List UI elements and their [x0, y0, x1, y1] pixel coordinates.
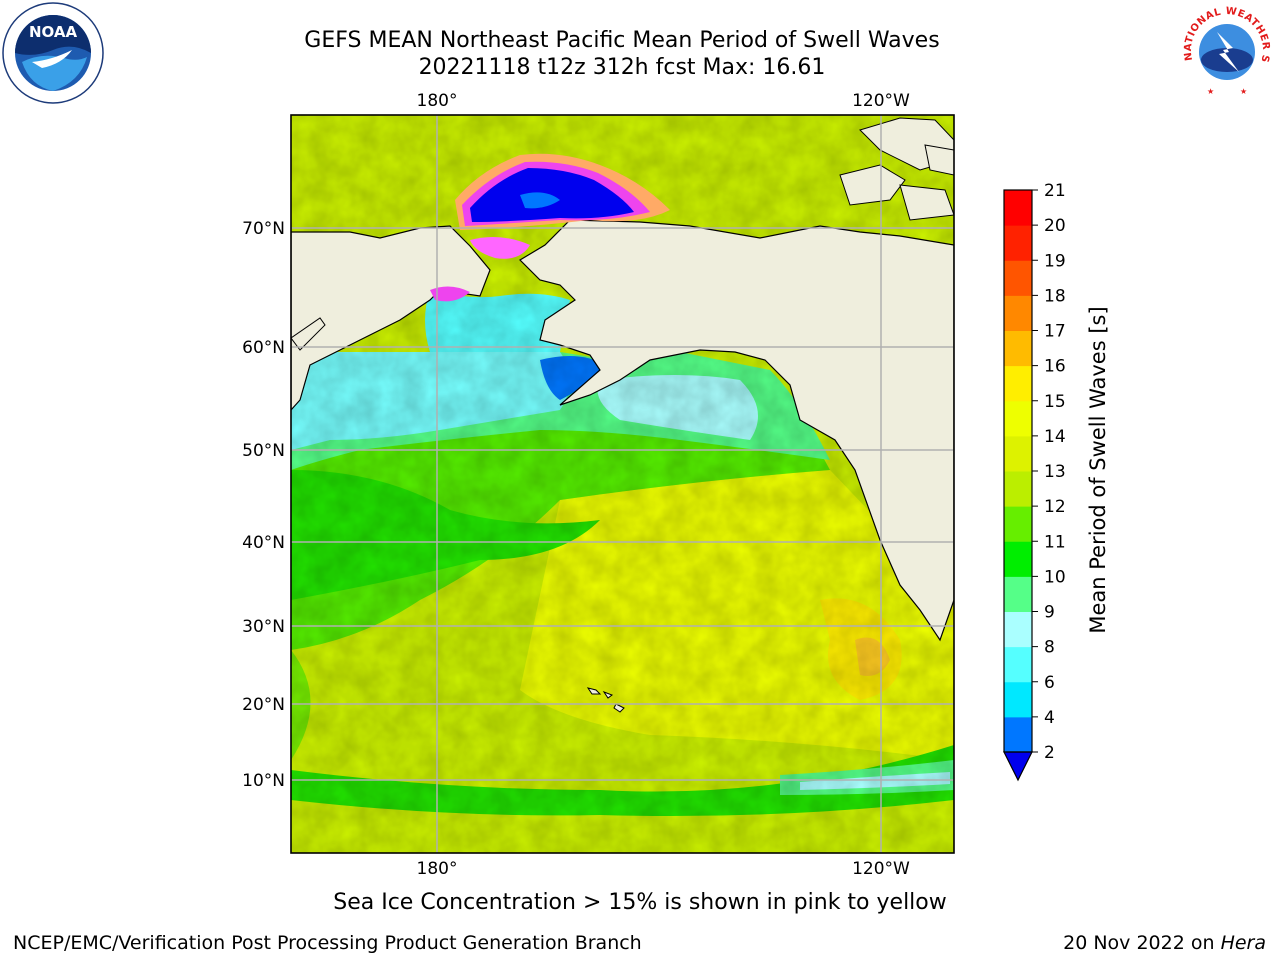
- footer-host: Hera: [1220, 932, 1266, 954]
- colorbar-segment: [1004, 541, 1032, 577]
- lat-label-30n: 30°N: [242, 617, 285, 637]
- colorbar-tick-label: 18: [1044, 286, 1066, 306]
- colorbar-segment: [1004, 295, 1032, 331]
- svg-text:★: ★: [1240, 87, 1247, 96]
- map-frame: [290, 114, 955, 854]
- colorbar-tick-label: 9: [1044, 603, 1055, 623]
- hawaii-islands: [586, 687, 625, 713]
- colorbar-tick-label: 12: [1044, 497, 1066, 517]
- colorbar-segment: [1004, 435, 1032, 472]
- footer-date: 20 Nov 2022 on Hera: [1063, 932, 1266, 954]
- colorbar-under-triangle: [1003, 751, 1033, 782]
- colorbar-title: Mean Period of Swell Waves [s]: [1086, 306, 1110, 633]
- lat-label-60n: 60°N: [242, 338, 285, 358]
- chart-title: GEFS MEAN Northeast Pacific Mean Period …: [304, 28, 940, 53]
- colorbar-tick-label: 4: [1044, 708, 1055, 728]
- lat-label-20n: 20°N: [242, 695, 285, 715]
- colorbar-segment: [1004, 576, 1032, 612]
- lat-label-50n: 50°N: [242, 441, 285, 461]
- colorbar-tick-label: 11: [1044, 532, 1066, 552]
- colorbar-segment: [1004, 646, 1032, 683]
- arctic-low-period: [470, 168, 634, 222]
- colorbar-segment: [1004, 330, 1032, 367]
- lon-label-bottom-120w: 120°W: [852, 859, 910, 879]
- colorbar-segment: [1004, 681, 1032, 718]
- colorbar-tick-label: 2: [1044, 743, 1055, 763]
- colorbar-tick-label: 14: [1044, 427, 1066, 447]
- colorbar-tick-label: 19: [1044, 251, 1066, 271]
- lat-label-70n: 70°N: [242, 219, 285, 239]
- north-america-landmass: [519, 219, 954, 642]
- footer-credit: NCEP/EMC/Verification Post Processing Pr…: [13, 932, 642, 954]
- noaa-logo-text: NOAA: [29, 23, 78, 41]
- sea-ice-note: Sea Ice Concentration > 15% is shown in …: [333, 890, 947, 915]
- colorbar-tick-label: 21: [1044, 181, 1066, 201]
- colorbar-tick-label: 10: [1044, 567, 1066, 587]
- colorbar-segment: [1004, 400, 1032, 437]
- nws-logo-icon: NATIONAL WEATHER SERVICE ★ ★: [1177, 2, 1276, 101]
- lon-label-bottom-180: 180°: [417, 859, 458, 879]
- colorbar-segment: [1004, 260, 1032, 296]
- lat-label-10n: 10°N: [242, 771, 285, 791]
- noaa-logo-icon: NOAA: [2, 2, 104, 104]
- colorbar-tick-label: 17: [1044, 322, 1066, 342]
- map-field: [291, 115, 954, 853]
- colorbar-segment: [1004, 716, 1032, 753]
- colorbar-segment: [1004, 365, 1032, 402]
- colorbar-tick-label: 20: [1044, 216, 1066, 236]
- footer-date-text: 20 Nov 2022 on: [1063, 932, 1215, 954]
- colorbar-tick-label: 15: [1044, 392, 1066, 412]
- colorbar-segment: [1004, 190, 1032, 226]
- chart-subtitle: 20221118 t12z 312h fcst Max: 16.61: [418, 55, 826, 80]
- colorbar-segment: [1004, 225, 1032, 261]
- colorbar-tick-label: 8: [1044, 638, 1055, 658]
- map-gridlines: [291, 115, 954, 853]
- colorbar-segment: [1004, 611, 1032, 648]
- colorbar-segment: [1004, 471, 1032, 507]
- lon-label-top-180: 180°: [417, 91, 458, 111]
- lon-label-top-120w: 120°W: [852, 91, 910, 111]
- colorbar: [1003, 189, 1033, 782]
- colorbar-ticks: 2 4 6 8 9 10 11 12 13 14 15 16 17 18 19 20 21: [1032, 181, 1066, 763]
- svg-text:★: ★: [1207, 87, 1214, 96]
- colorbar-tick-label: 6: [1044, 673, 1055, 693]
- colorbar-segment: [1004, 506, 1032, 542]
- colorbar-tick-label: 16: [1044, 357, 1066, 377]
- colorbar-tick-label: 13: [1044, 462, 1066, 482]
- lat-label-40n: 40°N: [242, 533, 285, 553]
